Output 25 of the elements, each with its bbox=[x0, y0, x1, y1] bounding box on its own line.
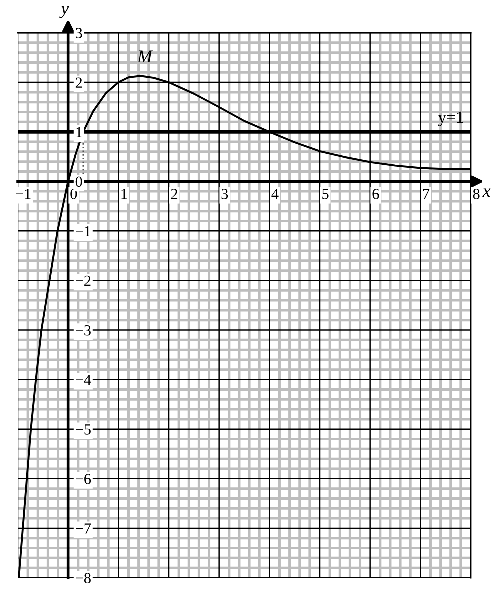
annotation: M bbox=[137, 50, 154, 63]
x-axis-title: x bbox=[482, 188, 491, 198]
y-tick-label: 0 bbox=[76, 176, 82, 188]
y-tick-label: −1 bbox=[76, 226, 91, 236]
x-tick-label: 8 bbox=[473, 189, 480, 200]
y-tick-label: −6 bbox=[76, 474, 92, 484]
x-tick-label: 6 bbox=[372, 189, 380, 200]
x-tick-label: 4 bbox=[272, 189, 279, 200]
ref-line-label: y=1 bbox=[438, 112, 464, 127]
x-tick-label: 3 bbox=[222, 189, 228, 200]
y-tick-label: −5 bbox=[76, 424, 91, 435]
y-tick-label: −8 bbox=[76, 573, 91, 584]
x-tick-label: 7 bbox=[423, 189, 430, 200]
y-tick-label: 3 bbox=[76, 28, 82, 38]
y-tick-label: 1 bbox=[76, 127, 82, 138]
y-tick-label: −7 bbox=[76, 524, 92, 534]
x-tick-label: 1 bbox=[122, 189, 128, 200]
x-tick-label: −1 bbox=[16, 189, 31, 200]
y-tick-label: −2 bbox=[76, 276, 91, 286]
y-tick-label: −4 bbox=[76, 375, 92, 386]
x-tick-label: 2 bbox=[171, 189, 178, 200]
y-tick-label: −3 bbox=[76, 325, 91, 336]
y-axis-title: y bbox=[60, 6, 70, 18]
y-tick-label: 2 bbox=[76, 78, 82, 88]
x-tick-label: 5 bbox=[322, 189, 329, 200]
